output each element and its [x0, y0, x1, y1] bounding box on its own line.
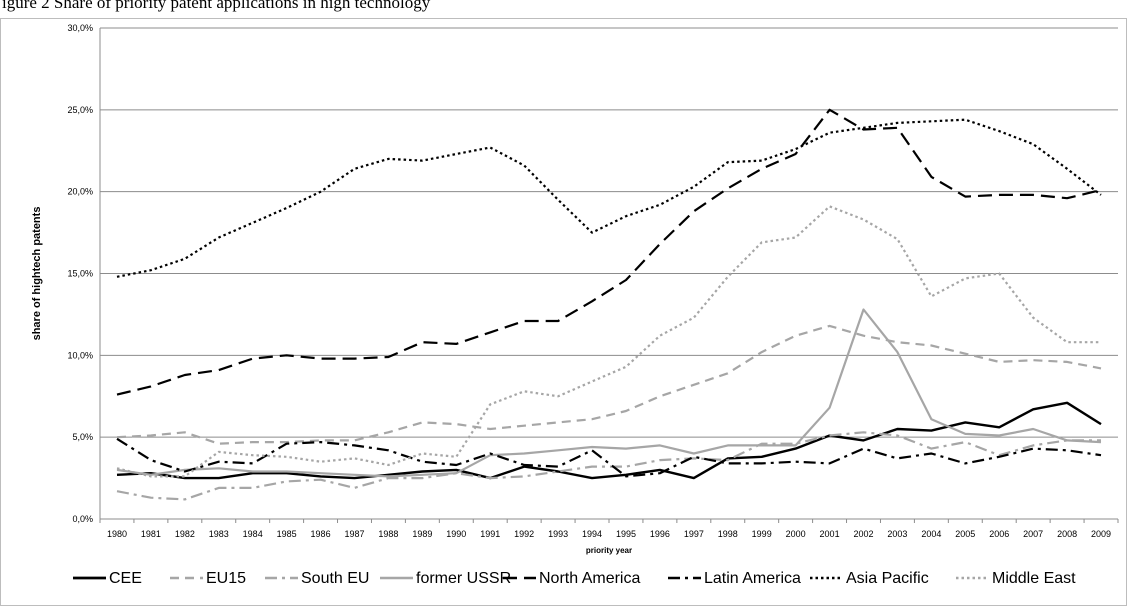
x-tick-label: 1991: [480, 529, 500, 539]
legend-label: former USSR: [416, 570, 511, 587]
x-tick-label: 1980: [107, 529, 127, 539]
legend-label: EU15: [206, 570, 246, 587]
legend: CEE EU15 South EU former USSR North America L…: [73, 570, 1076, 587]
x-tick-label: 2000: [786, 529, 806, 539]
legend-label: Middle East: [992, 570, 1076, 587]
x-tick-label: 1983: [209, 529, 229, 539]
x-tick-label: 1989: [412, 529, 432, 539]
x-tick-label: 1982: [175, 529, 195, 539]
legend-label: CEE: [109, 570, 142, 587]
x-tick-label: 2004: [921, 529, 941, 539]
y-tick-label: 0,0%: [72, 514, 93, 524]
x-tick-label: 1994: [582, 529, 602, 539]
y-tick-label: 5,0%: [72, 432, 93, 442]
x-tick-label: 1995: [616, 529, 636, 539]
x-tick-label: 1984: [243, 529, 263, 539]
series-lines: [117, 110, 1101, 500]
x-tick-label: 2002: [853, 529, 873, 539]
series-line-former-ussr: [117, 310, 1101, 477]
x-tick-label: 1993: [548, 529, 568, 539]
x-tick-label: 2003: [887, 529, 907, 539]
legend-label: Latin America: [704, 570, 801, 587]
x-tick-label: 2007: [1023, 529, 1043, 539]
x-tick-label: 1981: [141, 529, 161, 539]
x-tick-label: 2005: [955, 529, 975, 539]
legend-label: South EU: [301, 570, 369, 587]
legend-label: North America: [539, 570, 640, 587]
y-tick-label: 30,0%: [67, 23, 93, 33]
series-line-south-eu: [117, 432, 1101, 499]
x-tick-label: 1986: [311, 529, 331, 539]
x-tick-label: 1998: [718, 529, 738, 539]
x-tick-label: 1990: [446, 529, 466, 539]
series-line-asia-pacific: [117, 120, 1101, 277]
y-tick-label: 15,0%: [67, 269, 93, 279]
legend-label: Asia Pacific: [846, 570, 929, 587]
x-tick-label: 2008: [1057, 529, 1077, 539]
x-tick-label: 1996: [650, 529, 670, 539]
y-tick-label: 10,0%: [67, 350, 93, 360]
series-line-middle-east: [117, 206, 1101, 476]
y-axis-title: share of hightech patents: [31, 207, 43, 341]
x-tick-label: 2009: [1091, 529, 1111, 539]
y-tick-labels: 0,0% 5,0% 10,0% 15,0% 20,0% 25,0% 30,0%: [67, 23, 93, 524]
gridlines: [100, 28, 1118, 519]
x-tick-label: 1992: [514, 529, 534, 539]
x-tick-label: 2006: [989, 529, 1009, 539]
x-tick-label: 1985: [277, 529, 297, 539]
x-tick-label: 1999: [752, 529, 772, 539]
x-tick-label: 1997: [684, 529, 704, 539]
y-tick-label: 20,0%: [67, 187, 93, 197]
x-tick-labels: 1980 1981 1982 1983 1984 1985 1986 1987 1988 1989…: [100, 519, 1118, 539]
x-tick-label: 1987: [344, 529, 364, 539]
x-tick-label: 1988: [378, 529, 398, 539]
x-axis-title: priority year: [586, 546, 632, 555]
y-tick-label: 25,0%: [67, 105, 93, 115]
x-tick-label: 2001: [820, 529, 840, 539]
